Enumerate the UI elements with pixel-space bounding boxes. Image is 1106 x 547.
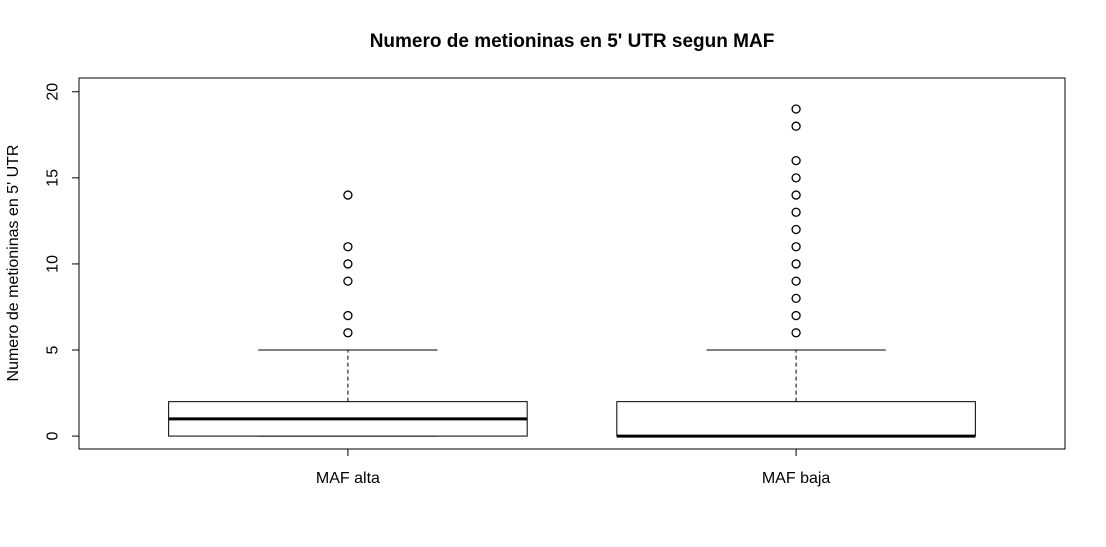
outlier-point <box>791 173 801 183</box>
outlier-point <box>791 328 801 338</box>
outlier-point <box>343 276 353 286</box>
x-tick-label: MAF alta <box>316 470 380 487</box>
outlier-point <box>343 328 353 338</box>
outlier-point <box>791 293 801 304</box>
y-tick-label: 15 <box>45 169 62 187</box>
y-tick-label: 0 <box>45 432 62 441</box>
outlier-point <box>343 190 353 200</box>
outlier-point <box>343 242 353 252</box>
y-tick-label: 5 <box>45 345 62 354</box>
outlier-point <box>343 310 353 321</box>
y-tick-label: 20 <box>45 83 62 101</box>
y-axis-label: Numero de metioninas en 5' UTR <box>5 145 22 382</box>
outlier-point <box>791 242 801 252</box>
outlier-point <box>791 155 801 166</box>
outlier-point <box>791 310 801 321</box>
plot-frame <box>78 77 1066 450</box>
outlier-point <box>791 121 801 131</box>
outlier-point <box>791 190 801 200</box>
box <box>616 401 976 437</box>
outlier-point <box>791 259 801 269</box>
y-tick-label: 10 <box>45 255 62 273</box>
outlier-point <box>791 207 801 217</box>
outlier-point <box>343 259 353 269</box>
outlier-point <box>791 276 801 286</box>
outlier-point <box>791 104 801 114</box>
chart-title: Numero de metioninas en 5' UTR segun MAF <box>370 31 775 52</box>
outlier-point <box>791 224 801 235</box>
chart-marks: 0 5 10 15 20 MAF alta MAF baja <box>45 83 976 487</box>
x-tick-label: MAF baja <box>762 470 831 487</box>
